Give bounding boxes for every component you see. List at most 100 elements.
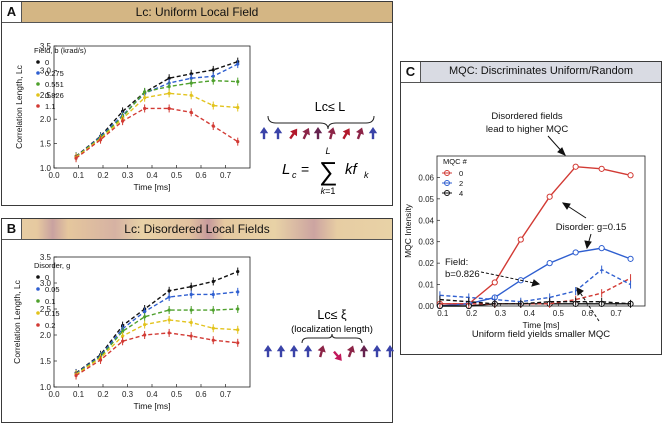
y-tick-label: 1.0 bbox=[40, 383, 52, 392]
x-tick-label: 0.6 bbox=[195, 171, 207, 180]
y-tick-label: 2.0 bbox=[40, 115, 52, 124]
annotation-disorder-value: Disorder: g=0.15 bbox=[556, 222, 627, 233]
data-point bbox=[236, 80, 240, 84]
data-point bbox=[627, 255, 634, 262]
data-point bbox=[189, 93, 193, 97]
y-tick-label: 1.5 bbox=[40, 357, 52, 366]
svg-text:kf: kf bbox=[345, 161, 359, 178]
y-tick-label: 0.06 bbox=[418, 173, 434, 182]
data-point bbox=[211, 103, 215, 108]
data-point bbox=[98, 138, 103, 142]
data-point bbox=[572, 249, 579, 256]
panel-c: C MQC: Discriminates Uniform/Random 0.1 0… bbox=[400, 61, 662, 355]
x-axis-label: Time [ms] bbox=[134, 182, 171, 192]
data-point bbox=[143, 323, 147, 327]
data-point bbox=[236, 105, 240, 110]
series-line-b-1 bbox=[75, 291, 238, 375]
data-point bbox=[546, 260, 553, 267]
series-line-c-1 bbox=[439, 247, 631, 307]
data-point bbox=[143, 333, 147, 337]
y-tick-label: 3.0 bbox=[40, 279, 52, 288]
y-axis-label: Correlation Length, Lc bbox=[12, 279, 22, 363]
data-point bbox=[143, 106, 147, 111]
series-line-b-4 bbox=[75, 332, 238, 377]
data-point bbox=[189, 110, 193, 114]
series-line-a-0 bbox=[75, 60, 238, 157]
data-point bbox=[236, 140, 240, 144]
x-tick-label: 0.2 bbox=[97, 171, 109, 180]
svg-text:=: = bbox=[301, 161, 309, 177]
spin-arrow bbox=[342, 128, 350, 140]
data-point bbox=[189, 334, 193, 338]
y-tick-label: 3.5 bbox=[40, 253, 52, 262]
relation-a: Lc≤ L bbox=[315, 100, 346, 114]
data-point bbox=[546, 193, 553, 200]
x-tick-label: 0.0 bbox=[48, 171, 60, 180]
legend-label: 0 bbox=[45, 58, 49, 67]
data-point bbox=[211, 79, 215, 83]
x-tick-label: 0.2 bbox=[97, 390, 109, 399]
spin-arrow bbox=[302, 127, 310, 140]
series-line-a-2 bbox=[75, 79, 238, 158]
x-tick-label: 0.7 bbox=[220, 390, 232, 399]
x-tick-label: 0.5 bbox=[171, 390, 183, 399]
legend-marker bbox=[36, 287, 40, 291]
x-tick-label: 0.3 bbox=[122, 390, 134, 399]
svg-text:k=1: k=1 bbox=[321, 186, 336, 196]
y-tick-label: 1.0 bbox=[40, 164, 52, 173]
y-tick-label: 0.02 bbox=[418, 259, 434, 268]
data-point bbox=[74, 156, 78, 160]
svg-text:L: L bbox=[282, 161, 290, 178]
x-axis-label: Time [ms] bbox=[134, 401, 171, 411]
series-line-b-2 bbox=[75, 308, 238, 375]
data-point bbox=[143, 315, 147, 319]
data-point bbox=[236, 290, 240, 294]
annotation-field-value: b=0.826 bbox=[445, 269, 480, 280]
relation-b-note: (localization length) bbox=[291, 324, 373, 335]
spin-arrow bbox=[372, 345, 382, 358]
series-line-c-0 bbox=[439, 165, 631, 305]
spin-arrow bbox=[313, 127, 323, 140]
spin-arrow bbox=[276, 345, 286, 358]
legend-label: 0.826 bbox=[45, 91, 64, 100]
series-line-a-1 bbox=[75, 63, 239, 158]
x-tick-label: 0.1 bbox=[73, 171, 85, 180]
panel-a-title: Lc: Uniform Local Field bbox=[135, 5, 259, 19]
legend-label: 0.2 bbox=[45, 321, 55, 330]
data-point bbox=[189, 292, 193, 297]
data-point bbox=[236, 269, 240, 274]
legend-marker bbox=[36, 71, 40, 75]
series-line-a-4 bbox=[75, 107, 239, 159]
x-tick-label: 0.1 bbox=[437, 309, 449, 318]
spin-arrow bbox=[333, 350, 342, 361]
data-point bbox=[598, 245, 605, 252]
legend-label: 0.275 bbox=[45, 69, 64, 78]
legend-label: 0.1 bbox=[45, 297, 55, 306]
spin-arrow bbox=[317, 345, 326, 358]
data-point bbox=[143, 90, 147, 94]
legend-marker bbox=[36, 275, 40, 279]
y-tick-label: 1.5 bbox=[40, 140, 52, 149]
svg-text:k: k bbox=[364, 170, 369, 180]
y-tick-label: 2.5 bbox=[40, 91, 52, 100]
data-point bbox=[211, 279, 215, 284]
data-point bbox=[211, 292, 215, 297]
spin-arrow bbox=[263, 345, 273, 358]
data-point bbox=[598, 165, 605, 172]
panel-b-letter: B bbox=[2, 219, 22, 239]
data-point bbox=[167, 76, 171, 80]
legend-marker bbox=[36, 323, 40, 327]
data-point bbox=[167, 289, 171, 293]
legend-title: MQC # bbox=[443, 157, 468, 166]
data-point bbox=[211, 308, 215, 312]
x-tick-label: 0.5 bbox=[171, 171, 183, 180]
legend-label: 0.551 bbox=[45, 80, 64, 89]
svg-text:∑: ∑ bbox=[319, 156, 338, 186]
spin-arrow bbox=[346, 345, 355, 358]
spin-chain-a: Lc≤ L L c = ∑ L k=1 kf k bbox=[259, 100, 378, 196]
spin-arrow bbox=[359, 345, 369, 358]
formula-a: L c = ∑ L k=1 kf k bbox=[282, 146, 369, 196]
series-line-c-4 bbox=[439, 268, 631, 303]
legend-label: 1.1 bbox=[45, 102, 55, 111]
panel-a: A Lc: Uniform Local Field 0.0 0.1 0.2 0.3 0.… bbox=[1, 1, 393, 206]
